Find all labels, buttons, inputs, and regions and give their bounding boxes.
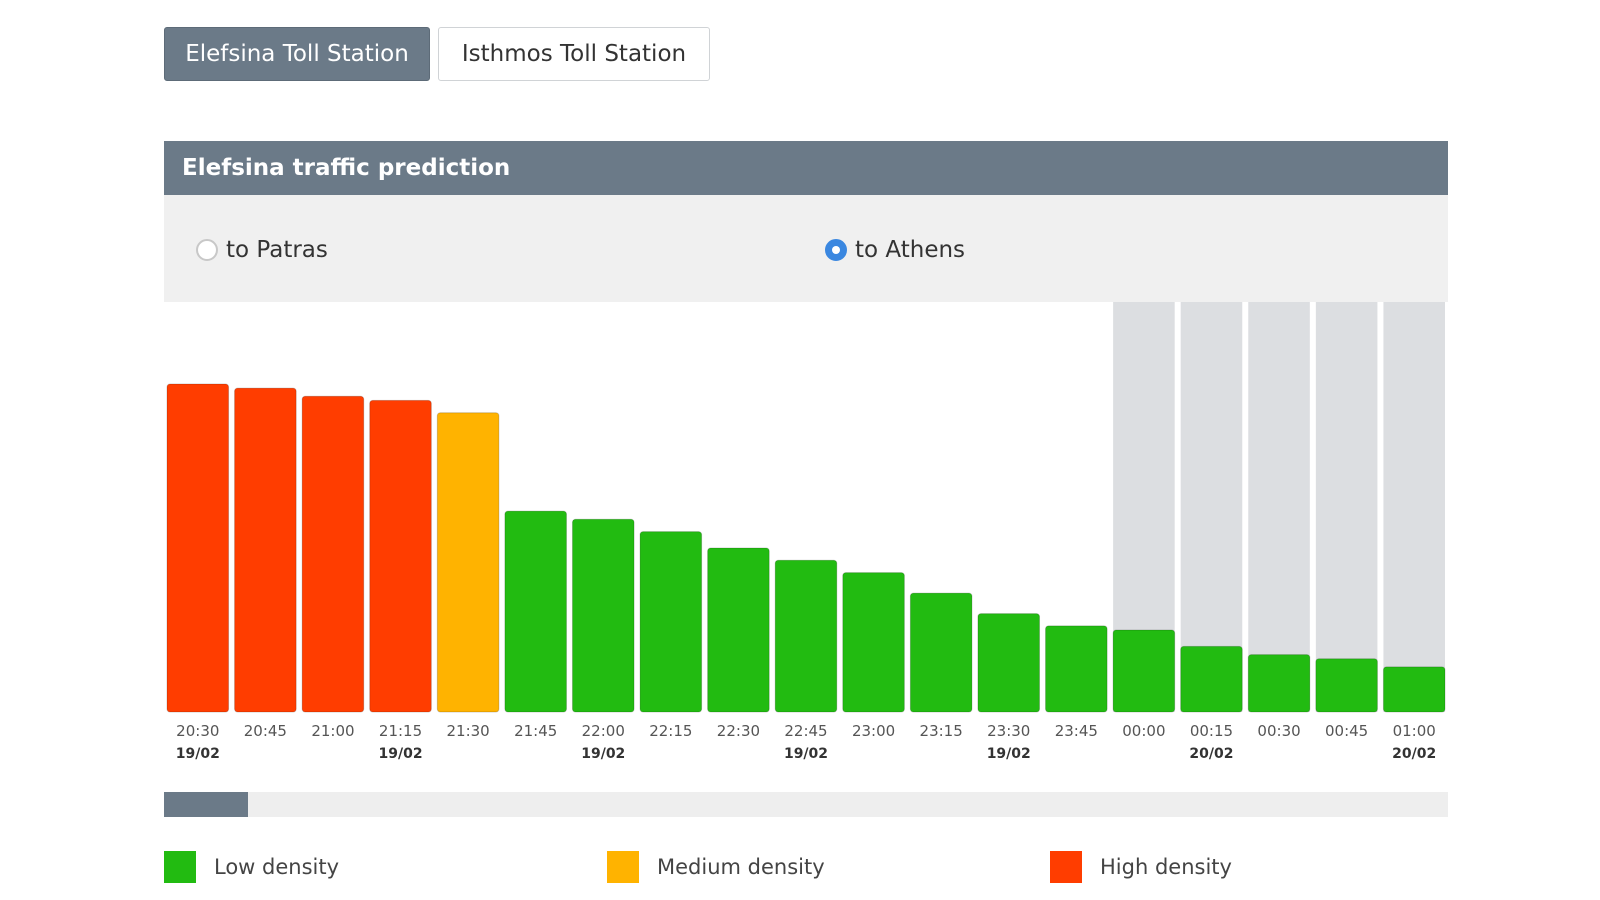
panel-title: Elefsina traffic prediction xyxy=(164,141,1448,195)
x-tick-label: 21:00 xyxy=(311,722,354,740)
x-date-label: 19/02 xyxy=(784,746,828,762)
bar-0015[interactable] xyxy=(1180,645,1243,713)
legend-swatch-medium xyxy=(607,851,639,883)
legend-swatch-low xyxy=(164,851,196,883)
bar-0030[interactable] xyxy=(1247,654,1311,713)
x-tick-label: 22:00 xyxy=(582,722,625,740)
radio-unchecked-icon xyxy=(196,239,218,261)
bar-0000[interactable] xyxy=(1112,629,1176,713)
x-tick-label: 23:00 xyxy=(852,722,895,740)
x-tick-label: 01:00 xyxy=(1393,722,1436,740)
bar-2215[interactable] xyxy=(639,531,703,713)
bar-2045[interactable] xyxy=(234,387,297,713)
bar-2130[interactable] xyxy=(436,412,500,713)
bar-2115[interactable] xyxy=(369,399,432,713)
bar-0045[interactable] xyxy=(1315,658,1378,713)
chart-scrollbar[interactable] xyxy=(164,792,1448,817)
forecast-column-bg xyxy=(1248,302,1310,712)
x-tick-label: 21:30 xyxy=(446,722,489,740)
x-date-label: 20/02 xyxy=(1189,746,1233,762)
x-tick-label: 00:15 xyxy=(1190,722,1233,740)
tab-elefsina[interactable]: Elefsina Toll Station xyxy=(164,27,430,81)
legend-label: High density xyxy=(1100,855,1232,879)
bar-2145[interactable] xyxy=(504,510,567,713)
legend-item-high: High density xyxy=(1050,851,1232,883)
x-tick-label: 20:45 xyxy=(244,722,287,740)
x-tick-label: 21:15 xyxy=(379,722,422,740)
radio-label: to Patras xyxy=(226,237,328,263)
x-date-label: 20/02 xyxy=(1392,746,1436,762)
legend-item-low: Low density xyxy=(164,851,339,883)
x-tick-label: 23:30 xyxy=(987,722,1030,740)
bar-2100[interactable] xyxy=(301,395,365,713)
x-date-label: 19/02 xyxy=(581,746,625,762)
bar-0100[interactable] xyxy=(1382,666,1446,713)
x-tick-label: 00:00 xyxy=(1122,722,1165,740)
bar-2315[interactable] xyxy=(909,592,973,713)
x-tick-label: 00:45 xyxy=(1325,722,1368,740)
x-date-label: 19/02 xyxy=(987,746,1031,762)
x-tick-label: 22:15 xyxy=(649,722,692,740)
bar-2230[interactable] xyxy=(707,547,770,713)
direction-selector: to Patras to Athens xyxy=(164,195,1448,302)
x-date-label: 19/02 xyxy=(176,746,220,762)
x-tick-label: 23:15 xyxy=(920,722,963,740)
radio-to-athens[interactable]: to Athens xyxy=(825,237,965,263)
scrollbar-thumb[interactable] xyxy=(164,792,248,817)
traffic-bar-chart: 20:30 19/02 20:45 21:00 21:15 19/02 21:30 21:45… xyxy=(166,302,1446,762)
x-tick-label: 22:45 xyxy=(784,722,827,740)
forecast-column-bg xyxy=(1180,302,1243,712)
x-tick-label: 00:30 xyxy=(1257,722,1300,740)
bar-2330[interactable] xyxy=(977,613,1041,713)
legend-swatch-high xyxy=(1050,851,1082,883)
forecast-column-bg xyxy=(1383,302,1445,712)
x-tick-label: 21:45 xyxy=(514,722,557,740)
x-date-label: 19/02 xyxy=(378,746,422,762)
forecast-column-bg xyxy=(1315,302,1378,712)
bar-2200[interactable] xyxy=(571,518,635,713)
x-tick-label: 23:45 xyxy=(1055,722,1098,740)
bar-2030[interactable] xyxy=(166,383,230,713)
legend-item-medium: Medium density xyxy=(607,851,825,883)
bar-2300[interactable] xyxy=(842,572,905,713)
radio-label: to Athens xyxy=(855,237,966,263)
x-tick-label: 20:30 xyxy=(176,722,219,740)
radio-to-patras[interactable]: to Patras xyxy=(196,237,328,263)
bar-2245[interactable] xyxy=(774,559,838,713)
x-tick-label: 22:30 xyxy=(717,722,760,740)
tab-isthmos[interactable]: Isthmos Toll Station xyxy=(438,27,710,81)
legend-label: Medium density xyxy=(657,855,825,879)
radio-checked-icon xyxy=(825,239,847,261)
station-tabs: Elefsina Toll Station Isthmos Toll Stati… xyxy=(164,27,710,81)
bar-2345[interactable] xyxy=(1045,625,1108,713)
legend-label: Low density xyxy=(214,855,340,879)
legend: Low density Medium density High density xyxy=(164,851,1448,885)
